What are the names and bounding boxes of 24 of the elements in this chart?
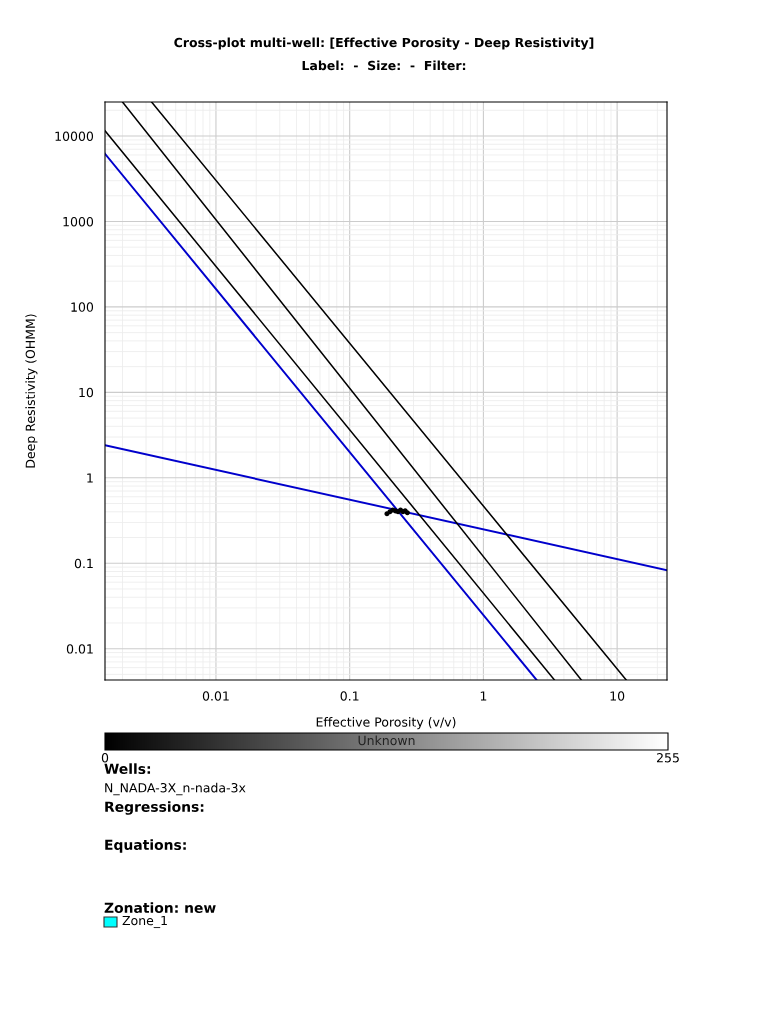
y-tick-label: 1: [87, 473, 93, 483]
text: Zonation: new: [104, 902, 216, 914]
y-tick-label: 10: [79, 387, 94, 398]
text: Regressions:: [105, 801, 204, 815]
y-tick-label: 1000: [63, 216, 94, 227]
y-tick-label: 0.1: [74, 558, 93, 569]
color-bar-label: 255: [656, 753, 679, 763]
text: Equations:: [105, 839, 186, 853]
x-tick-label: 1: [480, 691, 487, 701]
text: Zone_1: [122, 915, 167, 929]
y-axis-title: Deep Resistivity (OHMM): [25, 314, 38, 468]
chart-title: Cross-plot multi-well: [Effective Porosity - Deep Resistivity]: [174, 37, 594, 50]
color-bar-title: Unknown: [358, 735, 415, 746]
x-tick-label: 0.1: [340, 691, 359, 701]
color-bar-label: 0: [101, 753, 109, 763]
x-axis-title: Effective Porosity (v/v): [316, 717, 456, 730]
text: N_NADA-3X_n-nada-3x: [105, 782, 246, 796]
y-tick-label: 0.01: [66, 644, 93, 654]
text: Wells:: [104, 763, 151, 775]
x-tick-label: 10: [610, 691, 625, 701]
y-tick-label: 10000: [55, 131, 94, 141]
y-tick-label: 100: [71, 302, 94, 312]
chart-subtitle: Label: - Size: - Filter:: [302, 60, 466, 71]
x-tick-label: 0.01: [202, 691, 229, 701]
